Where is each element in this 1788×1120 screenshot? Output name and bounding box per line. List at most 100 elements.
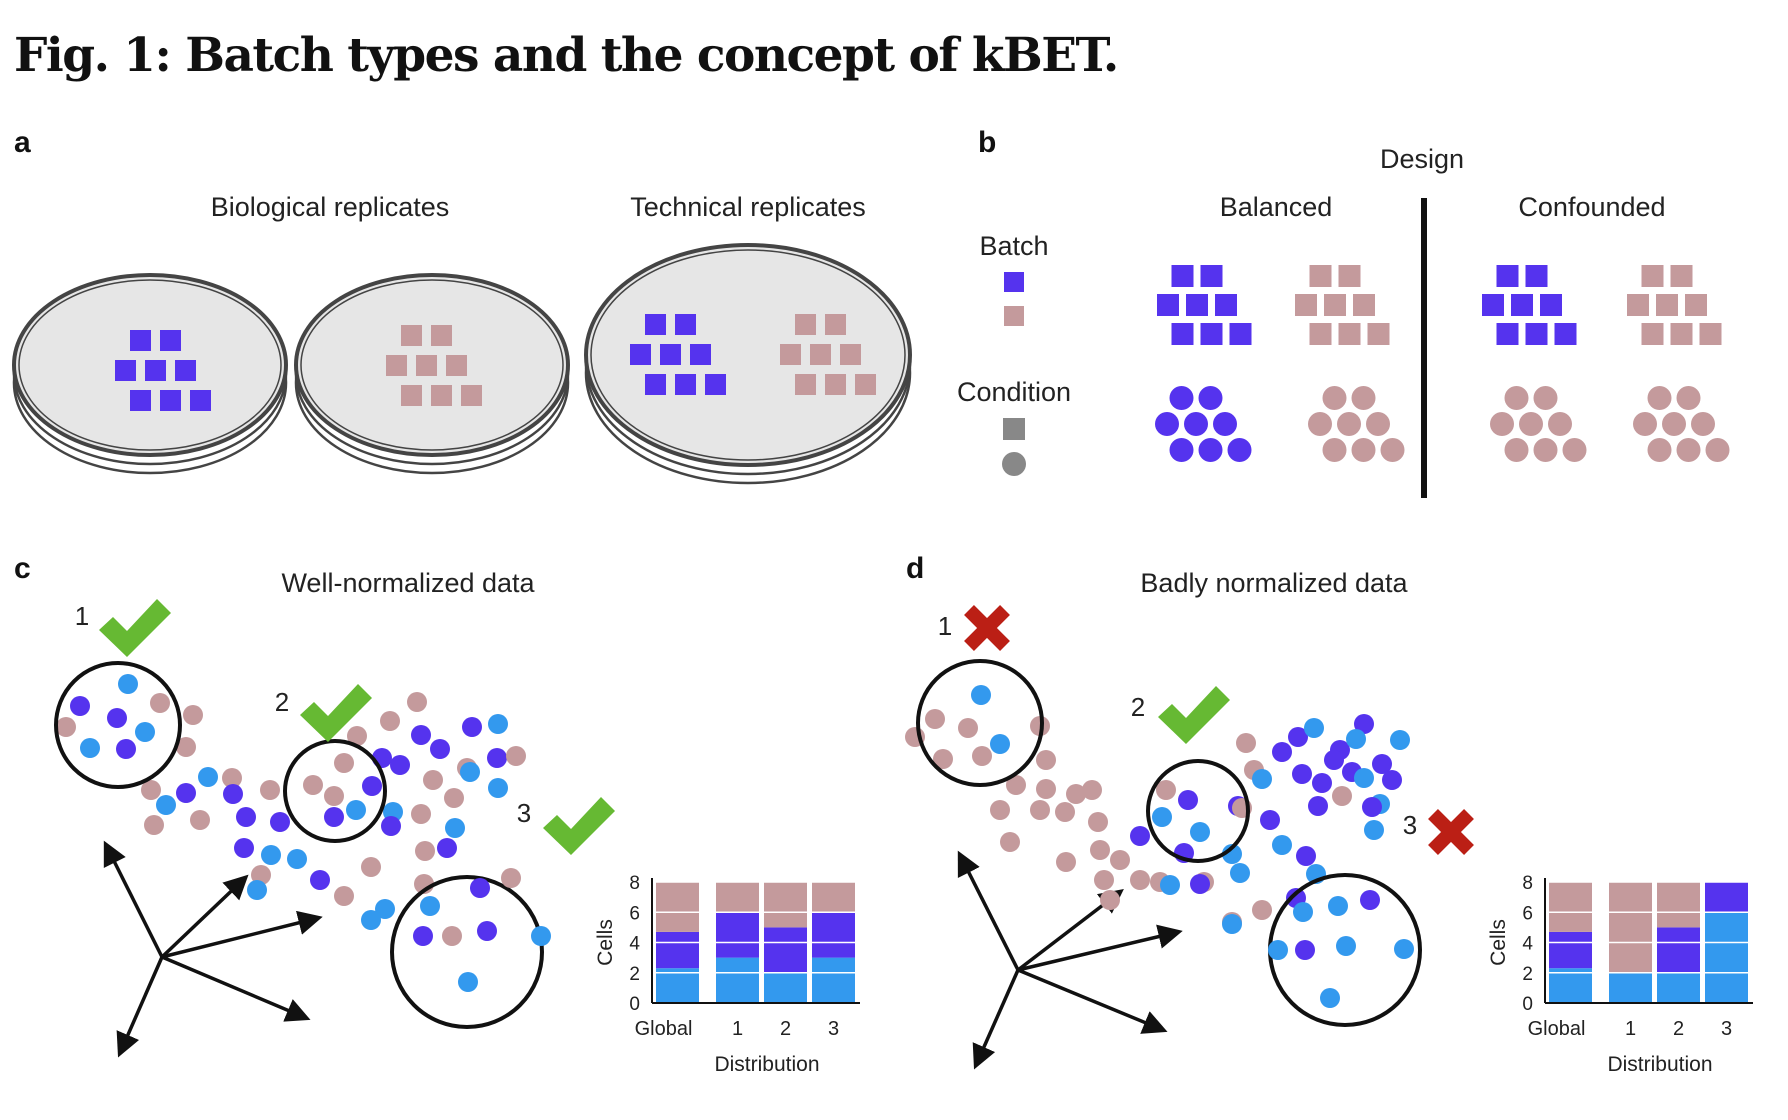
batch3-cell xyxy=(1320,988,1340,1008)
batch1-sample-square xyxy=(675,314,696,335)
bar-segment xyxy=(656,882,699,932)
batch2-cell xyxy=(334,753,354,773)
batch2-condition-square xyxy=(1353,294,1375,316)
x-tick-label: Global xyxy=(635,1018,693,1040)
batch3-cell xyxy=(1394,939,1414,959)
batch1-cell xyxy=(487,748,507,768)
panel-d-letter: d xyxy=(906,552,924,585)
batch3-cell xyxy=(156,795,176,815)
batch3-cell xyxy=(971,685,991,705)
check-icon xyxy=(543,797,615,855)
y-tick-label: 2 xyxy=(629,964,640,985)
batch2-cell xyxy=(144,815,164,835)
batch1-sample-square xyxy=(645,314,666,335)
batch3-cell xyxy=(460,762,480,782)
batch1-condition-circle xyxy=(1184,412,1208,436)
check-icon xyxy=(1158,686,1230,744)
batch1-cell xyxy=(270,812,290,832)
batch1-condition-square xyxy=(1554,323,1577,345)
bar-segment xyxy=(764,882,807,928)
x-tick-label: 2 xyxy=(780,1018,791,1040)
y-tick-label: 8 xyxy=(629,873,640,894)
axis-arrow xyxy=(161,955,311,1022)
y-tick-label: 6 xyxy=(629,903,640,924)
batch2-cell xyxy=(1130,870,1150,890)
batch1-cell xyxy=(430,739,450,759)
design-label: Design xyxy=(1380,144,1464,174)
batch3-cell xyxy=(488,714,508,734)
batch2-cell xyxy=(190,810,210,830)
batch1-cell xyxy=(1190,874,1210,894)
batch2-cell xyxy=(1082,780,1102,800)
batch2-sample-square xyxy=(416,355,437,376)
batch2-condition-circle xyxy=(1380,438,1405,462)
panel-d-scatter: 1 2 3 xyxy=(905,605,1474,1070)
batch2-condition-circle xyxy=(1351,438,1376,462)
legend-batch-label: Batch xyxy=(979,231,1048,261)
kbet-neighborhood-circle xyxy=(390,875,544,1029)
batch1-condition-circle xyxy=(1198,438,1223,462)
batch1-condition-square xyxy=(1171,323,1194,345)
batch2-cell xyxy=(407,692,427,712)
batch3-cell xyxy=(1160,875,1180,895)
batch2-sample-square xyxy=(825,314,846,335)
batch1-cell xyxy=(1288,727,1308,747)
batch2-condition-circle xyxy=(1676,386,1701,410)
x-axis-label: Distribution xyxy=(1607,1053,1712,1076)
batch3-cell xyxy=(1230,863,1250,883)
batch3-cell xyxy=(531,926,551,946)
batch2-condition-circle xyxy=(1337,412,1361,436)
petri-dish-3 xyxy=(584,243,912,485)
legend-batch1-swatch xyxy=(1004,272,1024,292)
batch2-sample-square xyxy=(840,344,861,365)
batch2-condition-circle xyxy=(1533,438,1558,462)
neighborhood-number: 3 xyxy=(517,798,531,828)
legend-condition-label: Condition xyxy=(957,377,1071,407)
batch2-cell xyxy=(423,770,443,790)
batch2-cell xyxy=(183,705,203,725)
batch1-sample-square xyxy=(160,330,181,351)
batch1-sample-square xyxy=(130,390,151,411)
legend-circle-swatch xyxy=(1002,452,1026,476)
batch2-cell xyxy=(1006,775,1026,795)
neighborhood-number: 1 xyxy=(938,611,952,641)
neighborhood-number: 2 xyxy=(275,687,289,717)
batch3-cell xyxy=(1304,718,1324,738)
batch1-condition-circle xyxy=(1213,412,1237,436)
x-tick-label: Global xyxy=(1528,1018,1586,1040)
kbet-neighborhood-circle xyxy=(916,659,1044,787)
batch2-cell xyxy=(1036,750,1056,770)
bar-segment xyxy=(716,912,759,958)
y-axis-label: Cells xyxy=(594,919,617,966)
x-tick-label: 1 xyxy=(1625,1018,1636,1040)
batch2-cell xyxy=(347,726,367,746)
cross-icon xyxy=(964,605,1010,651)
batch1-cell xyxy=(223,784,243,804)
panel-a-letter: a xyxy=(14,126,31,159)
batch1-cell xyxy=(1382,770,1402,790)
axis-arrow xyxy=(103,840,164,958)
batch3-cell xyxy=(458,972,478,992)
batch1-condition-square xyxy=(1540,294,1562,316)
batch1-condition-square xyxy=(1157,294,1179,316)
bar-segment xyxy=(1705,882,1748,913)
batch2-cell xyxy=(415,841,435,861)
batch2-sample-square xyxy=(780,344,801,365)
y-tick-label: 0 xyxy=(629,994,640,1015)
batch3-cell xyxy=(1354,768,1374,788)
batch3-cell xyxy=(1190,822,1210,842)
batch2-sample-square xyxy=(431,325,452,346)
batch1-condition-square xyxy=(1511,294,1533,316)
batch1-condition-square xyxy=(1525,323,1548,345)
panel-b: b Design Balanced Confounded Batch Condi… xyxy=(957,126,1730,498)
batch1-cell xyxy=(310,870,330,890)
x-tick-label: 2 xyxy=(1673,1018,1684,1040)
batch3-cell xyxy=(135,722,155,742)
batch2-condition-square xyxy=(1641,323,1664,345)
panel-d-title: Badly normalized data xyxy=(1140,568,1408,598)
batch2-sample-square xyxy=(810,344,831,365)
batch2-sample-square xyxy=(825,374,846,395)
batch2-cell xyxy=(1066,784,1086,804)
batch2-cell xyxy=(222,768,242,788)
